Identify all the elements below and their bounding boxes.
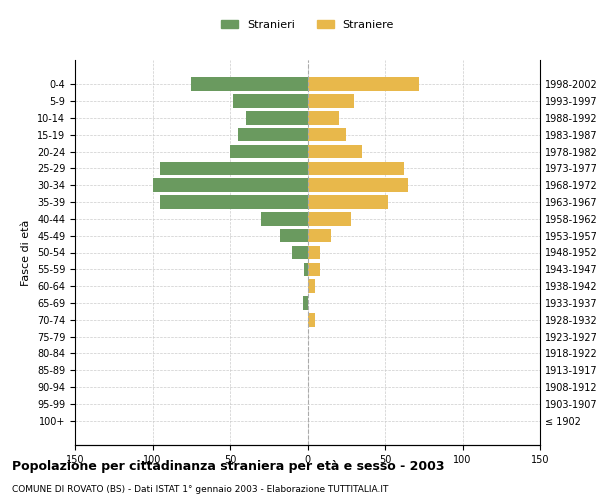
Bar [160, 196, 308, 209]
Bar [308, 313, 315, 326]
Bar [308, 178, 408, 192]
Bar [245, 111, 308, 124]
Text: COMUNE DI ROVATO (BS) - Dati ISTAT 1° gennaio 2003 - Elaborazione TUTTITALIA.IT: COMUNE DI ROVATO (BS) - Dati ISTAT 1° ge… [12, 485, 388, 494]
Bar [308, 128, 346, 141]
Bar [233, 94, 308, 108]
Bar [308, 262, 320, 276]
Bar [308, 78, 419, 91]
Y-axis label: Fasce di età: Fasce di età [22, 220, 31, 286]
Bar [191, 78, 308, 91]
Bar [303, 296, 308, 310]
Bar [308, 145, 362, 158]
Bar [308, 246, 320, 259]
Legend: Stranieri, Straniere: Stranieri, Straniere [217, 16, 398, 34]
Bar [261, 212, 308, 226]
Bar [160, 162, 308, 175]
Bar [308, 111, 338, 124]
Bar [308, 162, 404, 175]
Bar [152, 178, 308, 192]
Bar [308, 229, 331, 242]
Bar [292, 246, 308, 259]
Bar [308, 94, 354, 108]
Bar [308, 212, 351, 226]
Bar [280, 229, 308, 242]
Bar [308, 280, 315, 293]
Text: Popolazione per cittadinanza straniera per età e sesso - 2003: Popolazione per cittadinanza straniera p… [12, 460, 445, 473]
Bar [304, 262, 308, 276]
Bar [238, 128, 308, 141]
Bar [308, 196, 388, 209]
Bar [230, 145, 308, 158]
